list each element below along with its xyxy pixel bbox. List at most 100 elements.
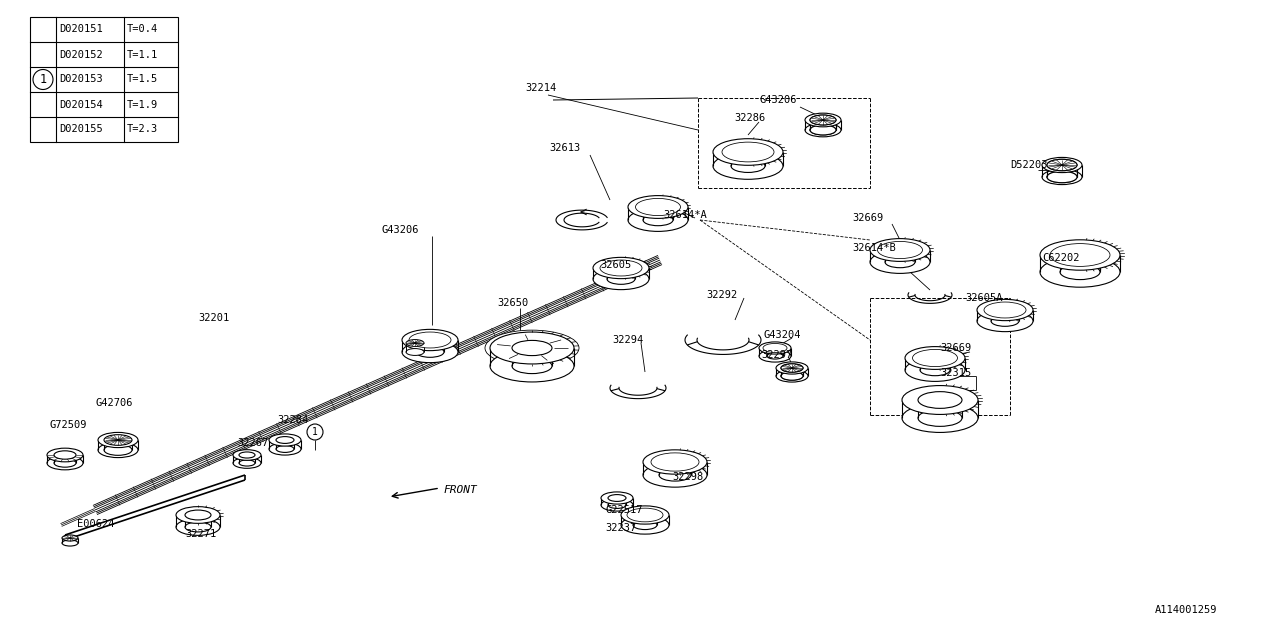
Ellipse shape [1050,244,1110,266]
Ellipse shape [104,435,132,445]
Ellipse shape [1047,159,1076,171]
Text: 32298: 32298 [672,472,703,482]
Ellipse shape [810,115,836,125]
Ellipse shape [99,442,138,458]
Text: A114001259: A114001259 [1155,605,1217,615]
Ellipse shape [410,332,451,348]
Text: G22517: G22517 [605,505,643,515]
Text: T=1.5: T=1.5 [127,74,159,84]
Ellipse shape [810,125,836,135]
Ellipse shape [416,347,444,357]
Ellipse shape [643,202,673,212]
Ellipse shape [1047,172,1076,182]
Ellipse shape [406,349,424,355]
Ellipse shape [177,518,220,535]
Ellipse shape [54,451,76,459]
Ellipse shape [621,516,669,534]
Ellipse shape [805,123,841,137]
Text: FRONT: FRONT [443,485,476,495]
Ellipse shape [239,460,255,466]
Ellipse shape [731,145,765,159]
Text: 32237: 32237 [605,523,636,533]
Text: 32294: 32294 [612,335,644,345]
Ellipse shape [490,350,573,382]
Ellipse shape [920,364,950,376]
Ellipse shape [607,274,635,284]
Ellipse shape [884,244,915,256]
Ellipse shape [902,404,978,433]
Text: 32669: 32669 [852,213,883,223]
Ellipse shape [269,443,301,455]
Text: E00624: E00624 [77,519,114,529]
Text: G43204: G43204 [764,330,801,340]
Ellipse shape [239,452,255,458]
Ellipse shape [781,372,803,380]
Text: 32214: 32214 [525,83,557,93]
Ellipse shape [628,196,689,218]
Ellipse shape [104,445,132,455]
Ellipse shape [1042,157,1082,173]
Ellipse shape [977,300,1033,321]
Text: T=1.1: T=1.1 [127,49,159,60]
Text: T=1.9: T=1.9 [127,99,159,109]
Ellipse shape [512,358,552,374]
Ellipse shape [628,209,689,232]
Ellipse shape [905,347,965,369]
Ellipse shape [406,340,424,346]
Text: 32297: 32297 [762,350,792,360]
Ellipse shape [643,214,673,226]
Ellipse shape [759,350,791,362]
Text: G43206: G43206 [381,225,420,235]
Text: D020154: D020154 [59,99,102,109]
Ellipse shape [767,353,783,359]
Ellipse shape [634,511,657,520]
Ellipse shape [621,506,669,524]
Ellipse shape [913,349,957,367]
Text: T=0.4: T=0.4 [127,24,159,35]
Ellipse shape [643,463,707,487]
Ellipse shape [402,330,458,351]
Text: D020153: D020153 [59,74,102,84]
Ellipse shape [593,257,649,278]
Text: 1: 1 [40,73,46,86]
Ellipse shape [767,345,783,351]
Ellipse shape [1047,172,1076,182]
Ellipse shape [759,342,791,354]
Ellipse shape [490,332,573,364]
Text: G72509: G72509 [50,420,87,430]
Ellipse shape [600,260,643,276]
Ellipse shape [233,450,261,460]
Ellipse shape [512,340,552,356]
Ellipse shape [781,364,803,372]
Ellipse shape [1039,257,1120,287]
Ellipse shape [918,392,963,408]
Ellipse shape [810,125,836,135]
Ellipse shape [402,341,458,363]
Text: 32605: 32605 [600,260,631,270]
Text: 32614*A: 32614*A [663,210,707,220]
Ellipse shape [635,198,681,216]
Ellipse shape [269,434,301,446]
Ellipse shape [47,448,83,462]
Ellipse shape [731,159,765,172]
Ellipse shape [884,256,915,268]
Ellipse shape [608,495,626,501]
Ellipse shape [61,535,78,541]
Circle shape [307,424,323,440]
Ellipse shape [1039,240,1120,270]
Ellipse shape [485,330,579,366]
Ellipse shape [776,362,808,374]
Ellipse shape [186,510,211,520]
Ellipse shape [607,262,635,273]
Bar [29,17,178,142]
Text: 32286: 32286 [733,113,765,123]
Text: G43206: G43206 [760,95,797,105]
Ellipse shape [1060,264,1100,280]
Ellipse shape [99,433,138,447]
Text: 32613: 32613 [549,143,580,153]
Ellipse shape [905,358,965,381]
Ellipse shape [652,453,699,471]
Ellipse shape [781,372,803,380]
Circle shape [33,70,52,90]
Ellipse shape [177,507,220,524]
